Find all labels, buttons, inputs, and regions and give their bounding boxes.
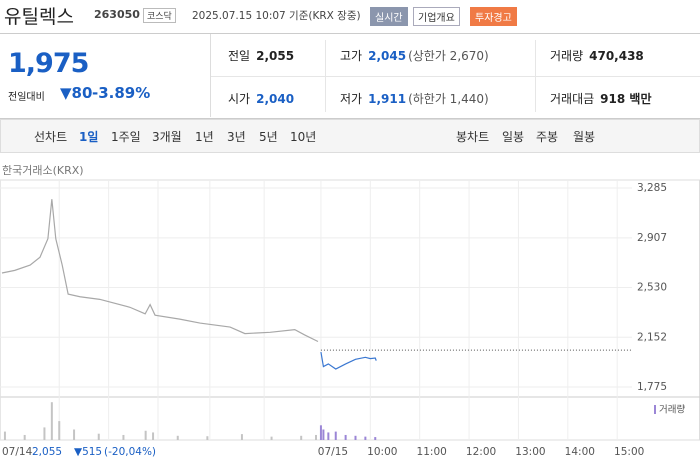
legend-label: 거래량	[659, 404, 685, 416]
volume-bar	[374, 437, 377, 440]
stat: 거래대금 918 백만	[550, 90, 651, 107]
volume-bar	[144, 430, 147, 440]
x-tick-label: 10:00	[367, 446, 397, 458]
volume-bar	[97, 433, 100, 440]
company-button[interactable]: 기업개요	[413, 7, 460, 26]
volume-bar	[73, 429, 76, 440]
stat: 시가 2,040	[228, 90, 294, 107]
stat-value: 2,045	[368, 49, 407, 63]
x-tick-label: 13:00	[515, 446, 545, 458]
stat: 거래량 470,438	[550, 47, 644, 64]
stat-label: 시가	[228, 92, 251, 106]
tab[interactable]: 1주일	[111, 130, 141, 144]
realtime-button[interactable]: 실시간	[370, 7, 408, 26]
tab[interactable]: 월봉	[573, 130, 596, 144]
divider	[325, 40, 326, 112]
tab[interactable]: 5년	[259, 130, 278, 144]
divider	[210, 34, 211, 117]
x-tick-label: 15:00	[614, 446, 644, 458]
price: 1,975	[8, 48, 89, 79]
stat-extra: (상한가 2,670)	[408, 49, 489, 63]
volume-bar	[334, 431, 337, 440]
tab-label: 봉차트	[456, 130, 490, 144]
tab[interactable]: 3년	[227, 130, 246, 144]
warning-badge: 투자경고	[470, 7, 517, 26]
footer-close: 2,055	[32, 446, 63, 458]
stat-value: 2,040	[256, 92, 295, 106]
volume-bar	[23, 434, 26, 440]
tab[interactable]: 주봉	[536, 130, 559, 144]
tab[interactable]: 일봉	[502, 130, 525, 144]
price-line	[1, 199, 319, 343]
x-tick-label: 11:00	[417, 446, 447, 458]
volume-bar	[152, 432, 155, 440]
stat-label: 거래량	[550, 49, 584, 63]
stat-extra: (하한가 1,440)	[408, 92, 489, 106]
volume-bar	[3, 431, 6, 440]
volume-bar	[364, 436, 367, 440]
tab[interactable]: 10년	[290, 130, 317, 144]
stat: 전일 2,055	[228, 47, 294, 64]
y-tick-label: 2,152	[637, 331, 667, 343]
chart-frame	[0, 179, 700, 441]
y-tick-label: 3,285	[637, 182, 667, 194]
volume-bar	[322, 429, 325, 440]
volume-bar	[300, 435, 303, 440]
stat-value: 1,911	[368, 92, 407, 106]
footer-change: ▼515	[74, 446, 103, 458]
tab[interactable]: 1일	[79, 130, 99, 144]
tab-bar	[0, 119, 700, 153]
volume-bar	[354, 435, 357, 440]
volume-bar	[50, 402, 53, 440]
stat-value: 918 백만	[600, 92, 652, 106]
tab[interactable]: 3개월	[152, 130, 182, 144]
stat-label: 전일	[228, 49, 251, 63]
change-label: 전일대비	[8, 92, 45, 103]
divider	[535, 40, 536, 112]
stat-value: 2,055	[256, 49, 295, 63]
volume-bar	[43, 427, 46, 440]
divider	[211, 76, 700, 77]
volume-bar	[270, 436, 273, 440]
change: ▼80	[60, 84, 93, 102]
volume-bar	[319, 425, 322, 440]
stat-label: 거래대금	[550, 92, 595, 106]
stock-name: 유틸렉스	[4, 6, 74, 28]
market-badge: 코스닥	[143, 8, 176, 23]
price-line	[320, 351, 377, 370]
volume-bar	[206, 436, 209, 440]
quote-box	[0, 33, 700, 119]
x-tick-label: 12:00	[466, 446, 496, 458]
stat-label: 저가	[340, 92, 363, 106]
volume-bar	[176, 435, 179, 440]
timestamp: 2025.07.15 10:07 기준(KRX 장중)	[192, 10, 361, 22]
volume-bar	[315, 434, 317, 440]
volume-bar	[122, 434, 125, 440]
x-tick-label: 07/14	[2, 446, 33, 458]
x-tick-label: 14:00	[565, 446, 595, 458]
tab-label: 선차트	[34, 130, 68, 144]
stat: 저가 1,911 (하한가 1,440)	[340, 90, 489, 107]
stat: 고가 2,045 (상한가 2,670)	[340, 47, 489, 64]
tab[interactable]: 1년	[195, 130, 214, 144]
volume-bar	[344, 434, 347, 440]
volume-bar	[58, 421, 61, 440]
change-rate: -3.89%	[92, 84, 151, 102]
stat-value: 470,438	[589, 49, 644, 63]
y-tick-label: 1,775	[637, 381, 667, 393]
volume-bar	[327, 432, 330, 440]
legend-swatch	[654, 405, 656, 414]
y-tick-label: 2,907	[637, 232, 667, 244]
source: 한국거래소(KRX)	[2, 164, 84, 177]
stat-label: 고가	[340, 49, 363, 63]
footer-rate: (-20,04%)	[104, 446, 157, 458]
stock-code: 263050	[94, 8, 140, 21]
y-tick-label: 2,530	[637, 282, 667, 294]
x-tick-label: 07/15	[318, 446, 348, 458]
volume-bar	[240, 434, 243, 440]
